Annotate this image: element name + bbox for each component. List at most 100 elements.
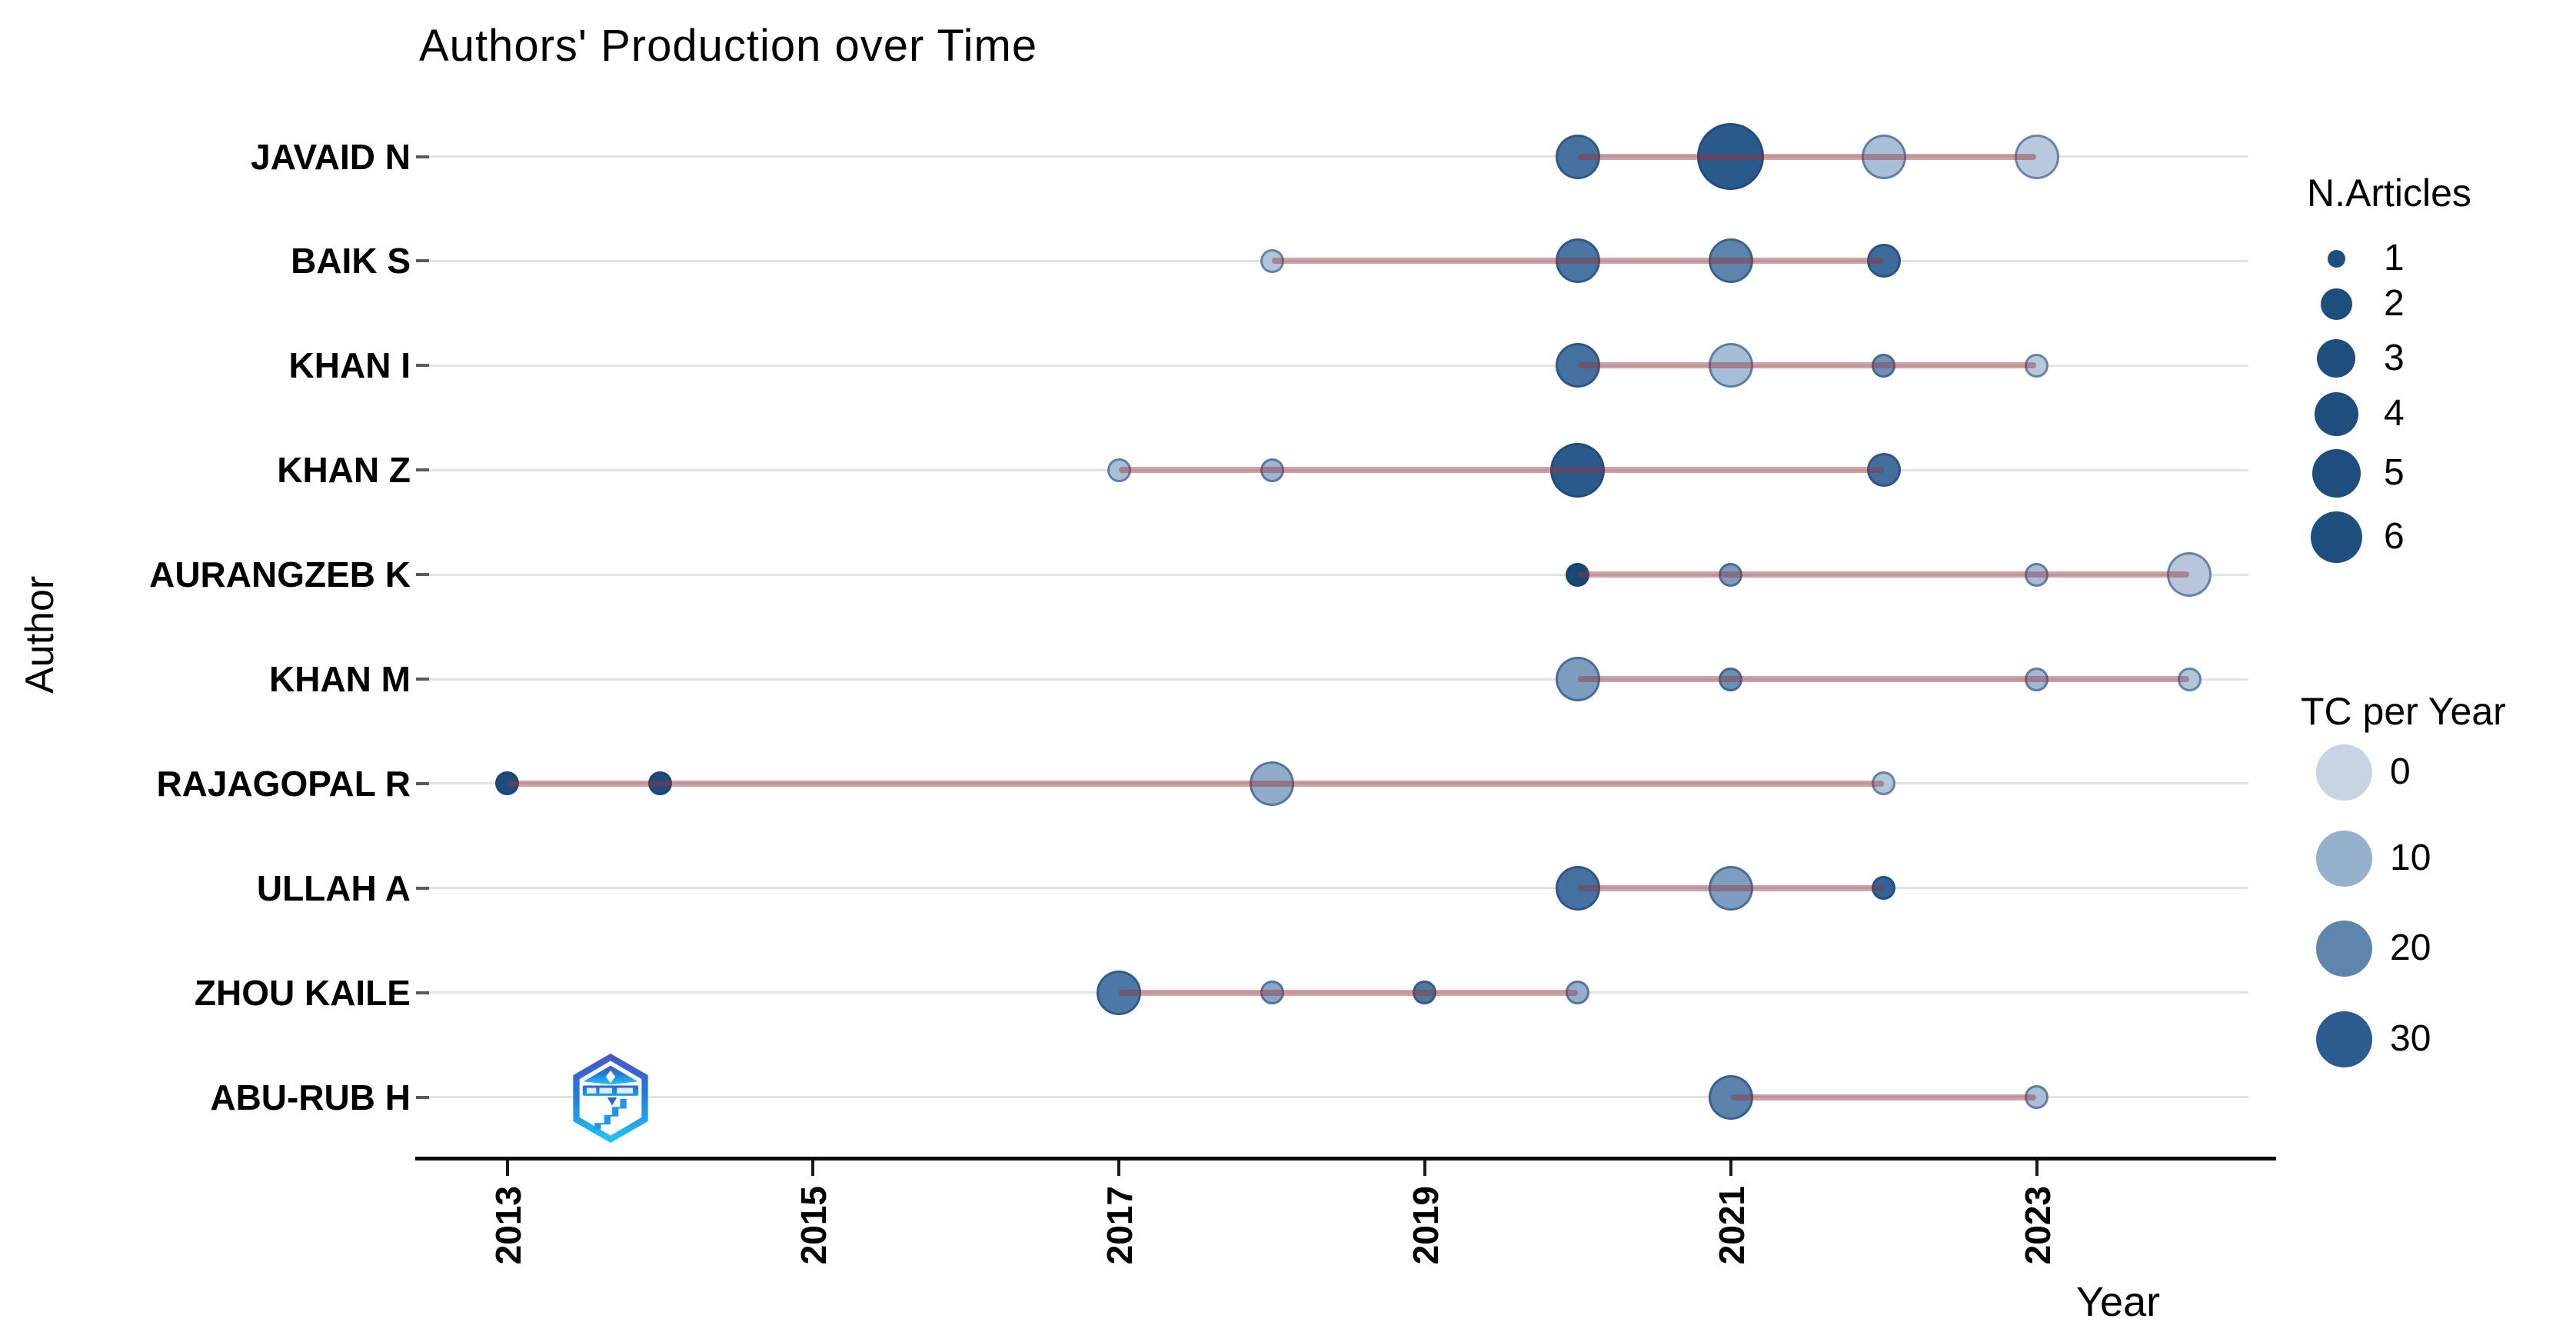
legend-size-circle <box>2310 511 2362 563</box>
legend-size-circle <box>2327 249 2345 268</box>
data-point <box>1250 761 1294 806</box>
row-gridline <box>424 887 2248 890</box>
x-axis-tick-label: 2021 <box>1711 1186 1752 1265</box>
y-axis-tick <box>416 259 429 263</box>
legend-color-circle <box>2315 830 2372 887</box>
data-point <box>495 771 519 796</box>
row-gridline <box>424 678 2248 681</box>
legend-n-articles-title: N.Articles <box>2307 171 2471 215</box>
author-label: KHAN M <box>269 659 411 699</box>
x-axis-tick <box>1729 1161 1732 1176</box>
legend-size-label: 4 <box>2384 393 2405 434</box>
y-axis-tick <box>416 1095 429 1099</box>
data-point <box>1555 343 1600 388</box>
legend-size-label: 6 <box>2384 516 2405 557</box>
row-gridline <box>424 155 2248 158</box>
author-timeline-line <box>1272 258 1884 265</box>
data-point <box>1708 238 1753 284</box>
author-timeline-line <box>1577 884 1884 891</box>
data-point <box>2025 353 2048 378</box>
data-point <box>1260 248 1284 273</box>
row-gridline <box>424 259 2248 262</box>
x-axis-tick <box>2035 1161 2039 1176</box>
x-axis-tick <box>505 1161 509 1176</box>
data-point <box>1872 771 1896 796</box>
legend-size-label: 3 <box>2384 338 2405 378</box>
author-timeline-line <box>507 780 1884 787</box>
data-point <box>2025 667 2048 691</box>
author-timeline-line <box>1577 362 2037 369</box>
legend-size-circle <box>2311 448 2361 498</box>
author-label: JAVAID N <box>251 136 411 177</box>
data-point <box>647 771 672 796</box>
data-point <box>1260 981 1284 1005</box>
legend-size-circle <box>2320 288 2352 320</box>
data-point <box>1260 458 1284 482</box>
x-axis-tick-label: 2015 <box>794 1186 834 1265</box>
data-point <box>2014 134 2059 179</box>
x-axis-tick-label: 2023 <box>2017 1186 2058 1265</box>
legend-color-circle <box>2315 920 2372 977</box>
row-gridline <box>424 991 2248 994</box>
y-axis-tick <box>416 678 429 681</box>
data-point <box>1107 458 1131 482</box>
data-point <box>1555 657 1600 701</box>
watermark-logo <box>571 1053 651 1144</box>
author-label: KHAN Z <box>277 450 411 491</box>
legend-size-circle <box>2317 339 2355 378</box>
data-point <box>1866 244 1901 278</box>
chart-title: Authors' Production over Time <box>419 21 1038 71</box>
data-point <box>1866 453 1901 488</box>
x-axis-tick <box>811 1161 815 1176</box>
y-axis-tick <box>416 468 429 472</box>
legend-size-label: 2 <box>2384 283 2405 324</box>
author-timeline-line <box>1119 989 1578 996</box>
author-label: BAIK S <box>291 241 411 281</box>
author-label: ZHOU KAILE <box>194 972 411 1013</box>
legend-color-circle <box>2315 1011 2372 1067</box>
data-point <box>1861 134 1906 179</box>
data-point <box>1550 442 1606 498</box>
data-point <box>1872 353 1896 378</box>
data-point <box>2167 552 2212 598</box>
data-point <box>1097 970 1142 1015</box>
row-gridline <box>424 782 2248 785</box>
legend-size-label: 1 <box>2384 238 2405 278</box>
row-gridline <box>424 364 2248 367</box>
data-point <box>1555 238 1600 284</box>
data-point <box>1708 343 1753 388</box>
data-point <box>1697 123 1765 190</box>
author-timeline-line <box>1577 676 2190 682</box>
data-point <box>1555 865 1600 911</box>
x-axis-title: Year <box>2076 1279 2161 1325</box>
author-label: ABU-RUB H <box>210 1077 411 1117</box>
data-point <box>1566 562 1590 587</box>
data-point <box>1719 562 1743 587</box>
x-axis-line <box>415 1157 2276 1161</box>
x-axis-tick <box>1423 1161 1426 1176</box>
author-label: RAJAGOPAL R <box>156 763 411 804</box>
data-point <box>1719 667 1743 691</box>
x-axis-tick-label: 2017 <box>1100 1186 1140 1265</box>
author-label: KHAN I <box>288 345 411 386</box>
row-gridline <box>424 468 2248 471</box>
y-axis-tick <box>416 781 429 785</box>
data-point <box>1708 865 1753 911</box>
data-point <box>2025 1085 2048 1110</box>
y-axis-tick <box>416 155 429 158</box>
legend-tc-title: TC per Year <box>2301 690 2506 733</box>
y-axis-tick <box>416 573 429 577</box>
data-point <box>1872 876 1896 901</box>
x-axis-tick <box>1117 1161 1121 1176</box>
data-point <box>1566 981 1590 1005</box>
author-label: AURANGZEB K <box>149 554 411 595</box>
row-gridline <box>424 1096 2248 1099</box>
author-timeline-line <box>1577 571 2190 578</box>
y-axis-tick <box>416 886 429 890</box>
row-gridline <box>424 573 2248 576</box>
legend-size-label: 5 <box>2384 452 2405 493</box>
author-label: ULLAH A <box>256 867 411 908</box>
author-timeline-line <box>1577 153 2037 160</box>
legend-color-label: 20 <box>2390 927 2431 968</box>
